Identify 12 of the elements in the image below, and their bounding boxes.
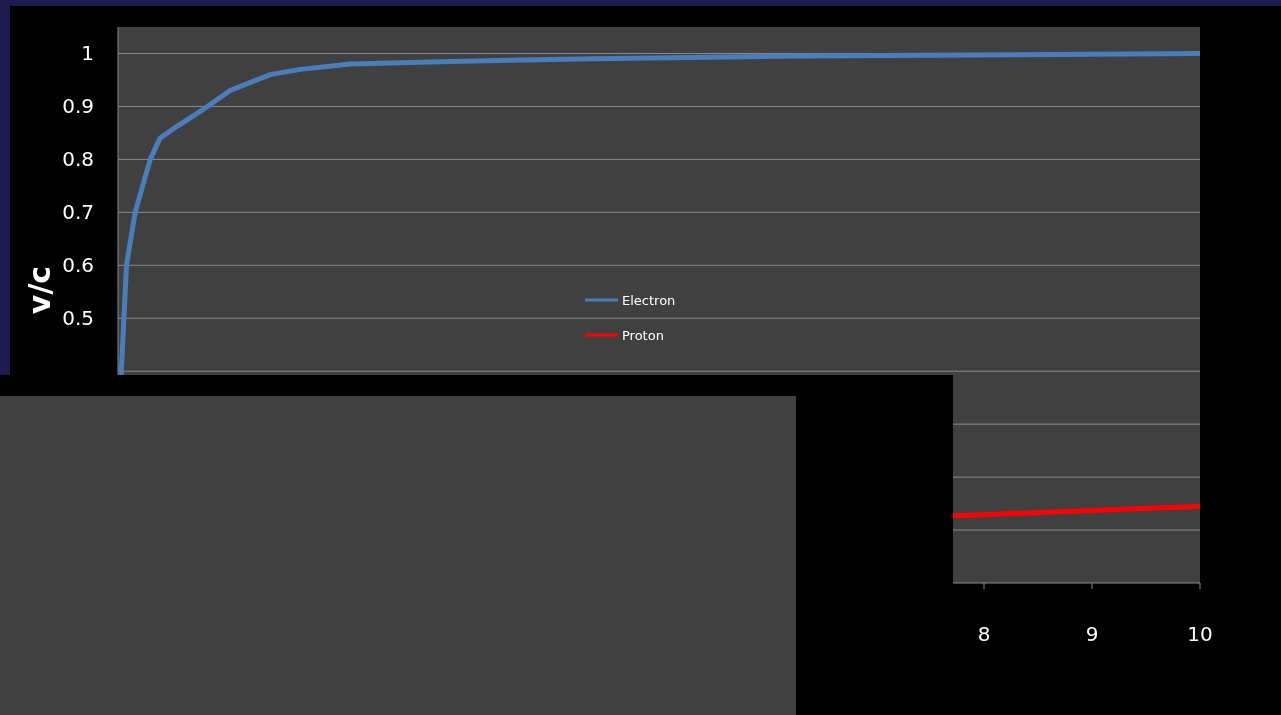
x-tick-label: 9	[1085, 622, 1099, 646]
x-tick-label: 8	[977, 622, 991, 646]
y-tick-label: 0.8	[62, 147, 94, 172]
y-tick-label: 0.9	[62, 94, 94, 119]
y-tick-label: 0.6	[62, 253, 94, 278]
y-axis-title: v/c	[22, 265, 57, 315]
x-tick-label: 10	[1187, 622, 1213, 646]
y-tick-label: 0.5	[62, 306, 94, 331]
y-tick-label: 1	[81, 41, 94, 66]
legend-label: Proton	[622, 327, 664, 343]
legend-label: Electron	[622, 292, 676, 308]
y-tick-label: 0.7	[62, 200, 94, 225]
